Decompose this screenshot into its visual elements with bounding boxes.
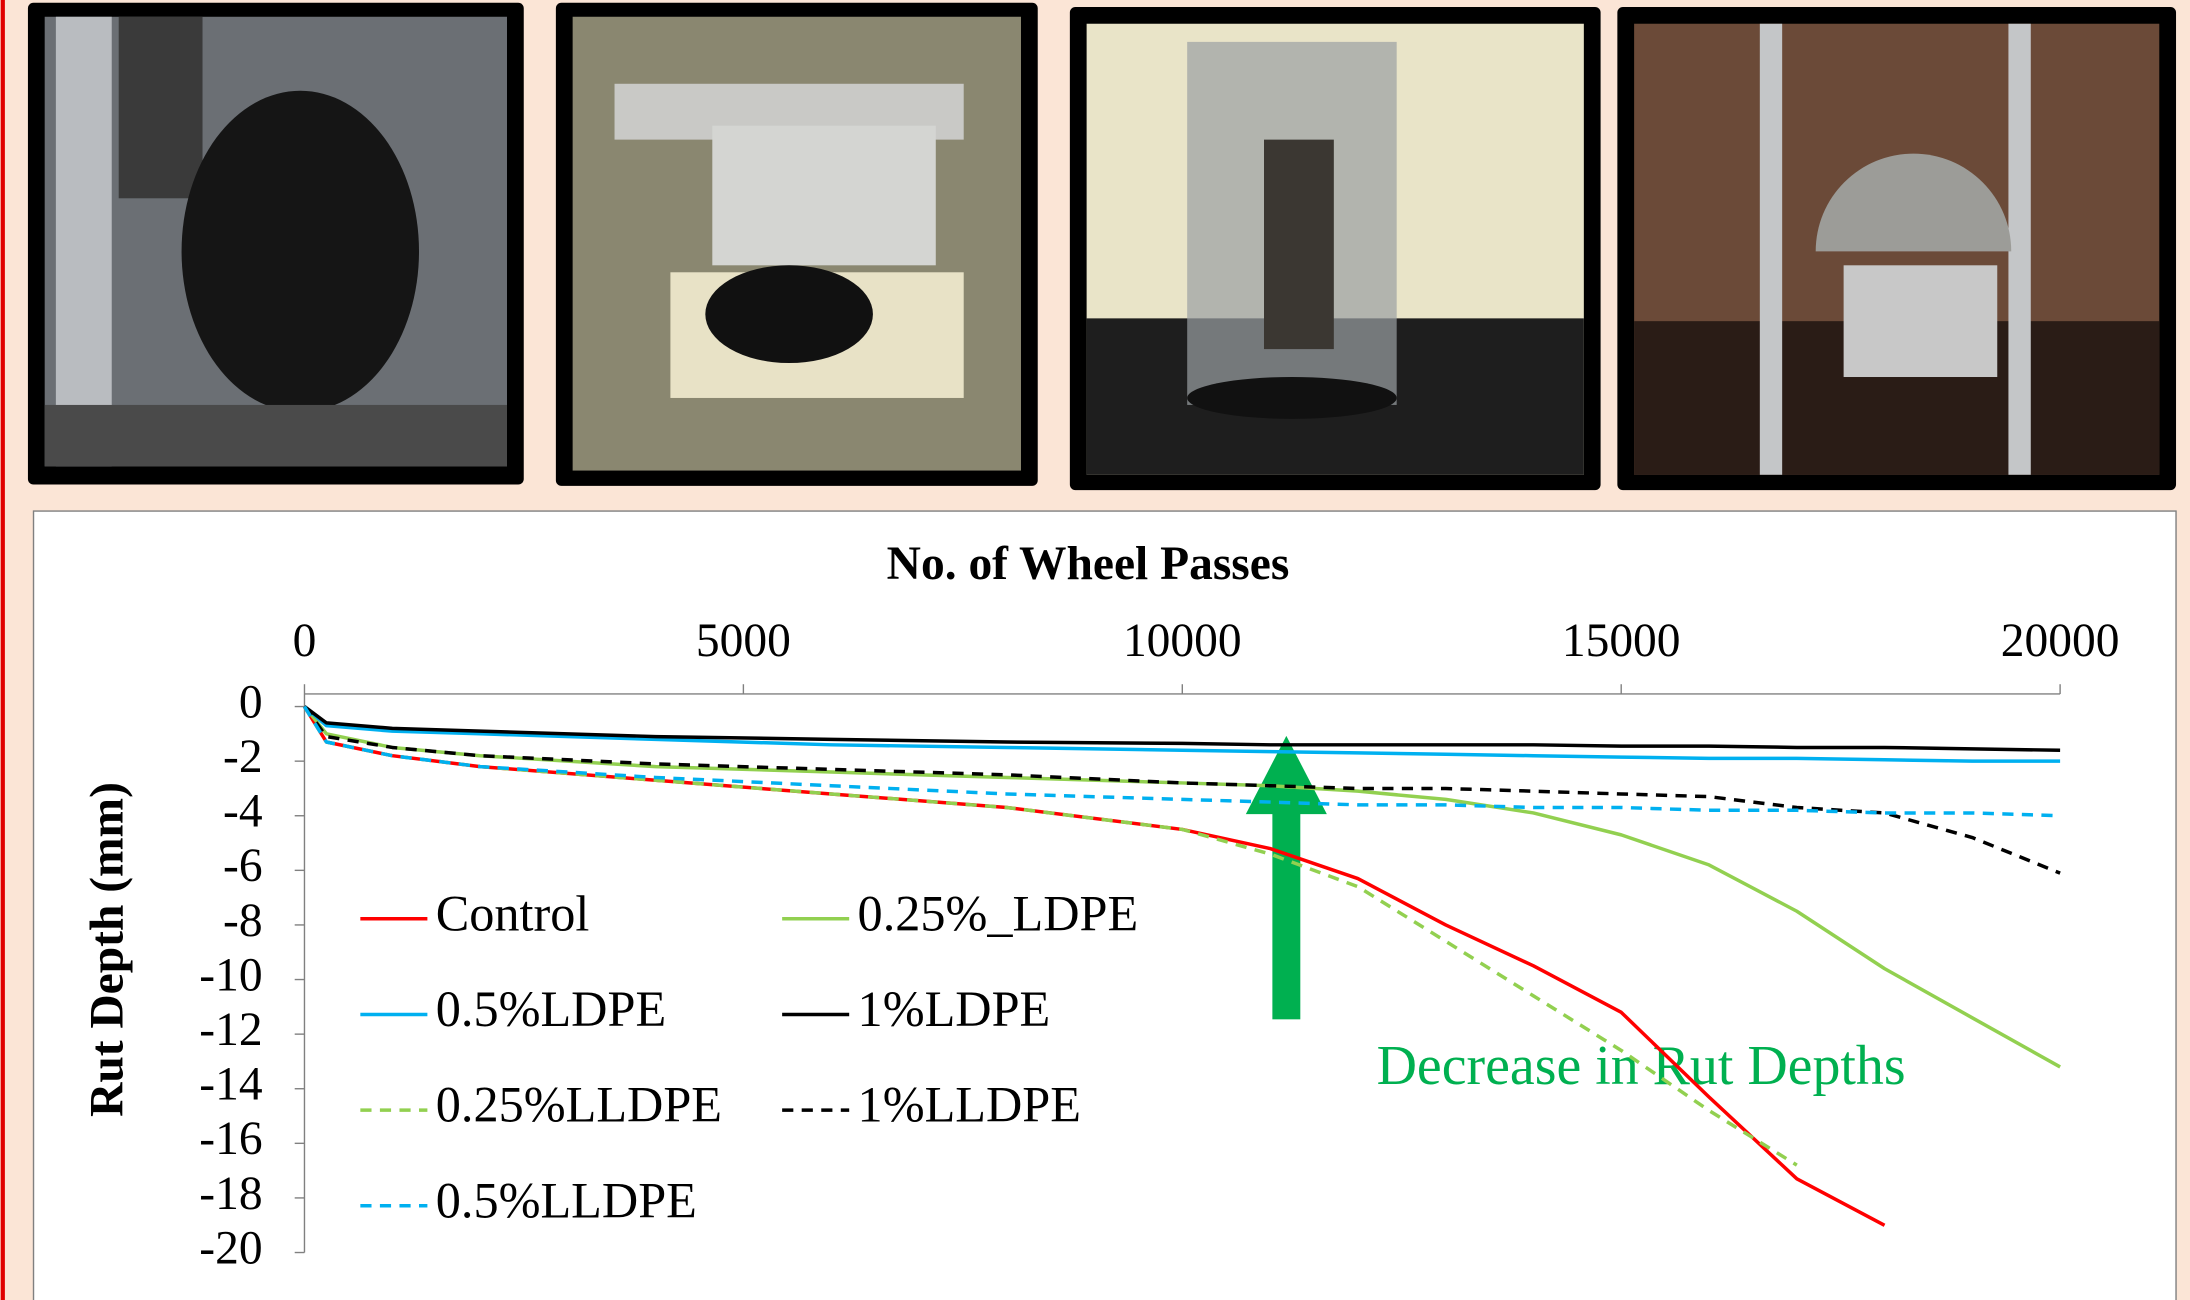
y-tick-label: -4 (223, 786, 263, 838)
y-tick-label: -8 (223, 895, 263, 947)
page: {"chart_data": {"type": "line", "x_label… (0, 0, 2190, 1300)
y-tick-label: -14 (199, 1059, 262, 1111)
y-tick-label: -12 (199, 1004, 262, 1056)
y-tick-label: -10 (199, 949, 262, 1001)
photo (556, 3, 1038, 486)
x-tick-label: 10000 (1123, 615, 1242, 667)
legend-label: 0.25%LLDPE (436, 1077, 722, 1133)
x-tick-label: 15000 (1562, 615, 1681, 667)
x-tick-label: 20000 (2001, 615, 2120, 667)
x-tick-label: 0 (293, 615, 317, 667)
y-tick-label: -6 (223, 840, 263, 892)
photo (1070, 7, 1601, 490)
y-tick-label: -2 (223, 731, 263, 783)
photo (1617, 7, 2176, 490)
photo (28, 3, 524, 485)
legend-label: 1%LLDPE (858, 1077, 1081, 1133)
y-tick-label: -18 (199, 1168, 262, 1220)
y-tick-label: 0 (239, 676, 263, 728)
legend-label: 0.25%_LDPE (858, 885, 1139, 941)
legend-label: 0.5%LDPE (436, 981, 666, 1037)
figure: No. of Wheel Passes Rut Depth (mm) Decre… (0, 0, 2190, 1300)
legend-label: Control (436, 885, 590, 941)
legend-label: 1%LDPE (858, 981, 1051, 1037)
y-tick-label: -20 (199, 1222, 262, 1274)
y-tick-label: -16 (199, 1113, 262, 1165)
x-tick-label: 5000 (696, 615, 791, 667)
x-axis-title: No. of Wheel Passes (887, 538, 1290, 590)
y-axis-title: Rut Depth (mm) (82, 782, 134, 1117)
annotation: Decrease in Rut Depths (1377, 1035, 1906, 1097)
legend-label: 0.5%LLDPE (436, 1172, 697, 1228)
